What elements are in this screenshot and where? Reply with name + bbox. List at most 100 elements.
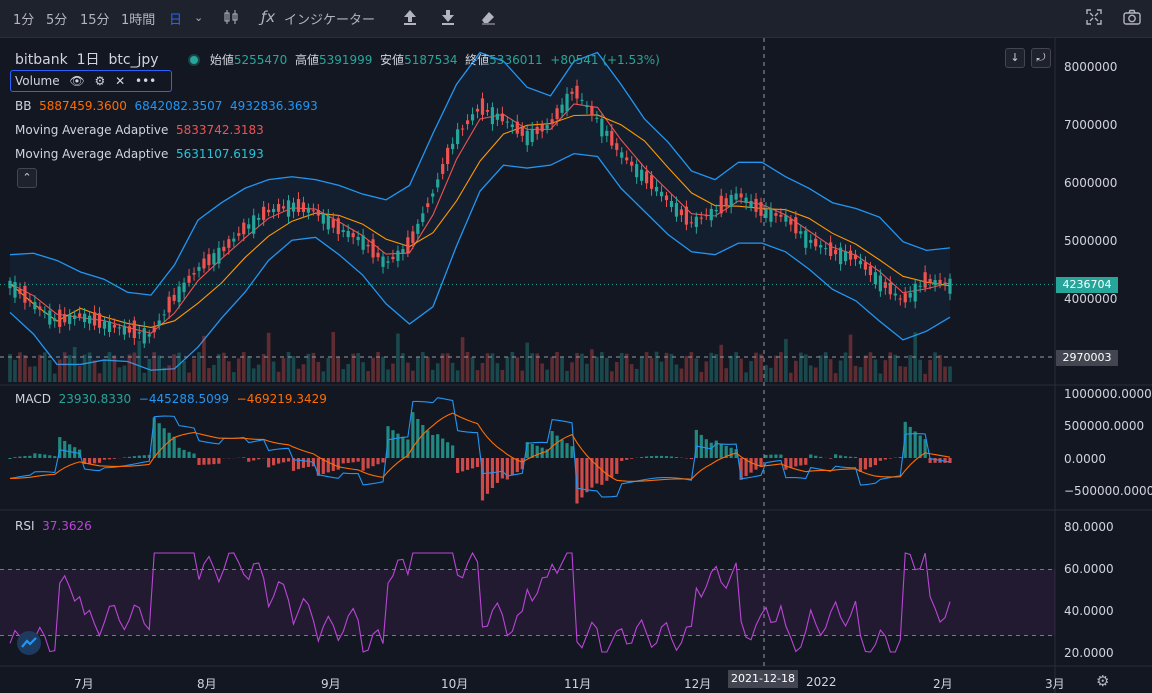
macd-tick: −500000.0000	[1064, 484, 1152, 498]
volume-bar	[147, 358, 152, 382]
gear-icon[interactable]: ⚙	[94, 74, 106, 88]
price-tick: 8000000	[1064, 60, 1118, 74]
macd-hist-bar	[63, 440, 67, 458]
eraser-icon[interactable]	[479, 8, 497, 30]
macd-hist-bar	[784, 458, 788, 470]
macd-hist-bar	[545, 449, 549, 458]
volume-bar	[644, 352, 649, 382]
interval-15m[interactable]: 15分	[80, 13, 110, 28]
volume-bar	[266, 332, 271, 382]
interval-5m[interactable]: 5分	[46, 13, 68, 28]
scroll-down-button[interactable]: ↓	[1005, 48, 1025, 68]
macd-hist-bar	[505, 458, 509, 480]
close-icon[interactable]: ✕	[115, 74, 126, 88]
price-tick: 4000000	[1064, 292, 1118, 306]
candle-body	[137, 332, 141, 334]
candle-body	[938, 279, 942, 285]
close-label: 終値	[465, 53, 490, 67]
candle-body	[162, 314, 166, 316]
volume-bar	[102, 359, 107, 382]
macd-hist-bar	[271, 458, 276, 466]
candle-body	[142, 328, 146, 344]
macd-hist-bar	[53, 456, 57, 458]
candle-body	[122, 325, 126, 335]
candle-body	[848, 250, 853, 260]
function-icon[interactable]: ƒx	[261, 8, 276, 26]
volume-bar	[246, 356, 251, 382]
macd-signal-line	[9, 412, 951, 482]
volume-bar	[351, 353, 355, 382]
ma-red-line	[9, 103, 951, 334]
candle-body	[744, 197, 748, 203]
interval-1m[interactable]: 1分	[13, 13, 35, 28]
candle-body	[411, 231, 415, 243]
settings-icon[interactable]: ⚙	[1096, 672, 1110, 690]
maximize-pane-button[interactable]: ⤾	[1031, 48, 1051, 68]
candle-body	[23, 285, 27, 303]
high-value: 5391999	[318, 53, 373, 67]
bb-mid-value: 5887459.3600	[39, 99, 127, 113]
macd-hist-bar	[858, 458, 863, 472]
volume-bar	[366, 371, 370, 382]
candle-body	[853, 254, 858, 260]
volume-bar	[33, 366, 37, 382]
rsi-tick: 80.0000	[1064, 520, 1114, 534]
volume-bar	[833, 373, 838, 382]
interval-1d[interactable]: 日	[169, 13, 183, 28]
volume-bar	[744, 372, 748, 382]
download-icon[interactable]	[440, 8, 456, 30]
volume-bar	[749, 361, 753, 382]
collapse-legend-button[interactable]: ⌃	[17, 168, 37, 188]
volume-legend-box[interactable]	[10, 70, 172, 92]
macd-hist-bar	[714, 440, 718, 458]
macd-hist-bar	[674, 457, 679, 458]
volume-bar	[47, 360, 52, 382]
candle-body	[102, 321, 107, 329]
volume-bar	[331, 332, 336, 382]
candle-body	[212, 253, 216, 265]
candle-body	[406, 237, 410, 254]
interval-1h[interactable]: 1時間	[121, 13, 156, 28]
volume-bar	[550, 356, 554, 382]
volume-bar	[52, 373, 57, 382]
chart-canvas[interactable]	[0, 38, 1152, 693]
upload-icon[interactable]	[402, 8, 418, 30]
macd-hist-bar	[212, 458, 216, 465]
macd-hist-bar	[406, 439, 410, 458]
candle-body	[396, 250, 400, 261]
macd-hist-bar	[794, 458, 798, 467]
chart-area[interactable]	[0, 38, 1152, 693]
candle-body	[595, 117, 599, 119]
candles-icon[interactable]	[222, 8, 240, 30]
ma2-value: 5631107.6193	[176, 147, 264, 161]
macd-hist-bar	[595, 458, 599, 484]
tradingview-logo-icon	[16, 630, 42, 659]
candle-body	[669, 201, 674, 207]
more-icon[interactable]: •••	[135, 74, 157, 88]
macd-signal-value: −469219.3429	[236, 392, 327, 406]
indicators-button[interactable]: インジケーター	[284, 13, 376, 28]
macd-hist-bar	[257, 458, 261, 460]
candle-body	[43, 311, 47, 313]
volume-bar	[510, 352, 515, 382]
candle-body	[565, 93, 569, 112]
eye-icon[interactable]: 👁	[69, 74, 85, 88]
macd-hist-bar	[441, 438, 445, 458]
macd-hist-bar	[43, 454, 47, 458]
macd-hist-bar	[520, 458, 524, 470]
volume-bar	[555, 352, 559, 382]
macd-hist-bar	[421, 425, 425, 458]
volume-bar	[590, 349, 594, 382]
fullscreen-icon[interactable]	[1085, 8, 1103, 30]
time-tick: 8月	[197, 677, 217, 691]
macd-hist-bar	[336, 458, 340, 470]
volume-bar	[943, 366, 947, 382]
candle-body	[426, 203, 430, 208]
chevron-down-icon[interactable]: ⌄	[194, 11, 204, 24]
candle-body	[654, 186, 659, 192]
macd-hist-bar	[396, 433, 400, 458]
macd-hist-bar	[848, 456, 853, 458]
macd-hist-bar	[843, 456, 848, 458]
camera-icon[interactable]	[1122, 8, 1142, 30]
volume-bar	[316, 361, 321, 382]
